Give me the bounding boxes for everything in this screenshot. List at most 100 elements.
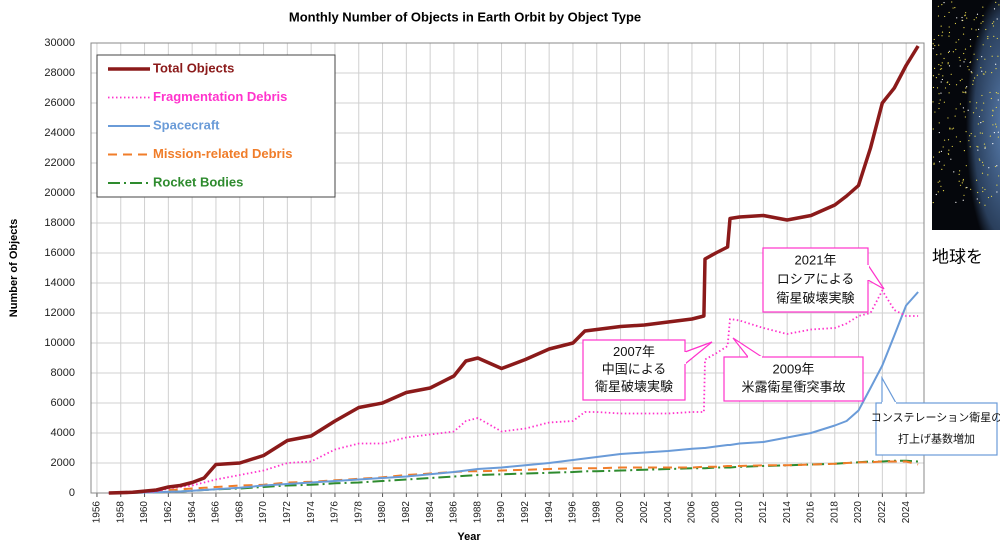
y-tick-label: 8000: [51, 367, 75, 379]
debris-dot: [951, 1, 952, 2]
x-tick-label: 1964: [187, 501, 198, 524]
y-tick-label: 4000: [51, 427, 75, 439]
callout-text: 打上げ基数増加: [898, 432, 975, 446]
debris-dot: [937, 87, 938, 88]
y-tick-label: 28000: [44, 67, 75, 79]
callout-text: 2021年: [795, 253, 837, 268]
debris-dot: [938, 182, 939, 183]
debris-dot: [974, 19, 975, 20]
callout-pointer: [733, 338, 762, 357]
x-tick-label: 1986: [449, 501, 460, 524]
debris-dot: [976, 180, 977, 181]
x-tick-label: 2018: [829, 501, 840, 524]
callout-text: 衛星破壊実験: [595, 379, 673, 394]
debris-dot: [979, 116, 980, 117]
debris-dot: [936, 54, 937, 55]
debris-dot: [941, 35, 942, 36]
debris-dot: [959, 181, 960, 182]
debris-dot: [965, 92, 966, 93]
debris-dot: [947, 117, 948, 118]
callout-text: ロシアによる: [777, 271, 855, 286]
debris-dot: [985, 146, 986, 147]
callout-text: 米露衛星衝突事故: [741, 380, 845, 395]
debris-dot: [960, 60, 961, 61]
debris-dot: [942, 62, 943, 63]
debris-dot: [970, 61, 971, 62]
x-axis-label: Year: [457, 531, 481, 542]
debris-dot: [940, 92, 941, 93]
debris-dot: [934, 39, 935, 40]
x-tick-label: 2008: [710, 501, 721, 524]
debris-dot: [971, 133, 972, 134]
debris-dot: [971, 72, 972, 73]
debris-dot: [960, 141, 961, 142]
debris-dot: [998, 132, 999, 133]
debris-dot: [969, 69, 970, 70]
x-tick-label: 2006: [687, 501, 698, 524]
debris-dot: [954, 7, 955, 8]
debris-dot: [948, 62, 949, 63]
debris-dot: [940, 53, 941, 54]
debris-dot: [963, 92, 964, 93]
debris-dot: [976, 146, 977, 147]
debris-dot: [992, 23, 993, 24]
debris-dot: [982, 6, 983, 7]
callout-text: 中国による: [602, 361, 667, 376]
debris-dot: [942, 32, 943, 33]
debris-dot: [991, 72, 992, 73]
debris-dot: [978, 123, 979, 124]
callout-pointer: [868, 265, 884, 289]
x-tick-label: 1968: [234, 501, 245, 524]
debris-dot: [966, 86, 967, 87]
x-tick-label: 1960: [139, 501, 150, 524]
debris-dot: [955, 23, 956, 24]
debris-dot: [997, 18, 998, 19]
debris-dot: [955, 202, 956, 203]
debris-dot: [949, 51, 950, 52]
debris-dot: [941, 151, 942, 152]
x-tick-label: 1992: [520, 501, 531, 524]
debris-dot: [938, 35, 939, 36]
x-tick-label: 2000: [615, 501, 626, 524]
debris-dot: [982, 173, 983, 174]
debris-dot: [933, 128, 934, 129]
debris-dot: [996, 165, 997, 166]
debris-dot: [977, 36, 978, 37]
debris-dot: [960, 80, 961, 81]
debris-dot: [979, 160, 980, 161]
callout-text: コンステレーション衛星の: [871, 411, 1000, 424]
debris-dot: [933, 156, 934, 157]
debris-dot: [973, 80, 974, 81]
debris-dot: [966, 17, 967, 18]
debris-dot: [967, 66, 968, 67]
debris-dot: [950, 159, 951, 160]
x-tick-label: 1974: [306, 501, 317, 524]
debris-dot: [961, 17, 962, 18]
debris-dot: [961, 79, 962, 80]
debris-dot: [952, 146, 953, 147]
debris-dot: [938, 45, 939, 46]
debris-dot: [938, 64, 939, 65]
debris-dot: [941, 68, 942, 69]
debris-dot: [948, 63, 949, 64]
debris-dot: [963, 179, 964, 180]
debris-dot: [943, 58, 944, 59]
debris-dot: [985, 29, 986, 30]
debris-dot: [980, 67, 981, 68]
debris-dot: [990, 46, 991, 47]
x-tick-label: 2002: [639, 501, 650, 524]
legend-label: Rocket Bodies: [153, 174, 243, 189]
debris-dot: [944, 16, 945, 17]
x-tick-label: 1976: [330, 501, 341, 524]
debris-dot: [963, 27, 964, 28]
debris-dot: [942, 75, 943, 76]
debris-dot: [980, 132, 981, 133]
debris-dot: [964, 111, 965, 112]
debris-dot: [971, 71, 972, 72]
y-tick-label: 0: [69, 487, 75, 499]
debris-dot: [968, 110, 969, 111]
debris-dot: [974, 77, 975, 78]
debris-dot: [992, 124, 993, 125]
callout-box: [876, 403, 997, 455]
debris-dot: [940, 99, 941, 100]
